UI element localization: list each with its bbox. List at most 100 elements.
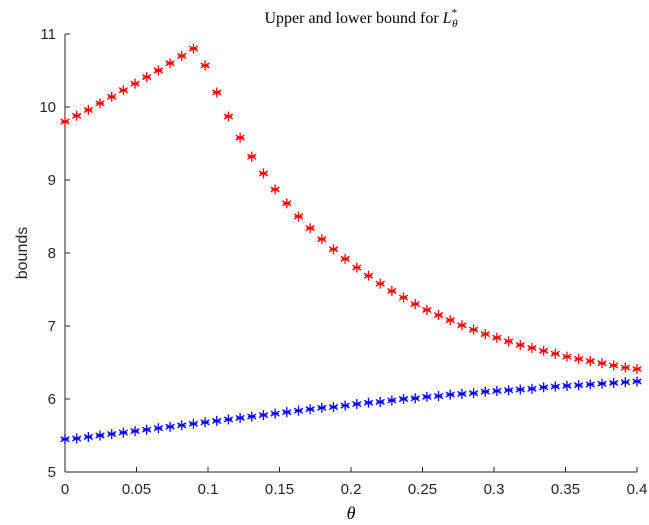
data-point bbox=[153, 423, 164, 434]
data-point bbox=[620, 362, 630, 373]
data-point bbox=[130, 426, 140, 437]
data-point bbox=[597, 378, 607, 389]
data-point bbox=[223, 414, 234, 425]
data-point bbox=[410, 393, 420, 404]
y-tick-label: 10 bbox=[39, 99, 56, 116]
data-point bbox=[72, 433, 82, 444]
data-point bbox=[142, 424, 152, 435]
data-point bbox=[457, 320, 467, 331]
data-markers bbox=[60, 43, 642, 445]
y-tick-label: 9 bbox=[48, 172, 56, 189]
data-point bbox=[527, 342, 537, 353]
data-point bbox=[258, 168, 269, 179]
data-point bbox=[398, 394, 409, 404]
data-point bbox=[270, 184, 280, 195]
data-point bbox=[375, 396, 385, 407]
data-point bbox=[83, 431, 94, 442]
data-point bbox=[387, 285, 397, 296]
data-point bbox=[538, 382, 549, 393]
data-point bbox=[433, 310, 444, 321]
y-tick-label: 7 bbox=[48, 318, 56, 335]
data-point bbox=[597, 358, 607, 369]
chart-title-text: Upper and lower bound for bbox=[265, 10, 443, 27]
y-tick-label: 8 bbox=[48, 245, 56, 262]
y-ticks: 5 6 7 8 9 10 11 bbox=[39, 26, 70, 481]
x-axis-label: θ bbox=[347, 503, 356, 523]
x-tick-label: 0.05 bbox=[122, 481, 151, 498]
data-point bbox=[585, 356, 595, 367]
data-point bbox=[153, 65, 164, 76]
data-point bbox=[632, 376, 642, 387]
data-point bbox=[293, 405, 304, 416]
data-point bbox=[363, 397, 374, 408]
series-2-markers bbox=[60, 376, 642, 445]
y-tick-label: 11 bbox=[40, 26, 56, 43]
data-point bbox=[107, 429, 117, 440]
data-point bbox=[562, 380, 572, 391]
data-point bbox=[223, 111, 234, 122]
y-axis-label: bounds bbox=[14, 227, 31, 280]
data-point bbox=[200, 60, 210, 71]
data-point bbox=[60, 116, 70, 127]
data-point bbox=[130, 78, 140, 89]
data-point bbox=[95, 98, 105, 109]
data-point bbox=[317, 402, 327, 413]
data-point bbox=[270, 408, 280, 419]
x-tick-label: 0.2 bbox=[341, 481, 362, 498]
data-point bbox=[468, 388, 479, 399]
data-point bbox=[107, 91, 117, 102]
data-point bbox=[72, 110, 82, 121]
data-point bbox=[95, 430, 105, 441]
data-point bbox=[118, 85, 129, 96]
chart-title-math-base: L bbox=[442, 10, 452, 27]
x-tick-label: 0 bbox=[61, 481, 69, 498]
data-point bbox=[562, 351, 572, 362]
data-point bbox=[422, 304, 432, 315]
x-ticks: 0 0.05 0.1 0.15 0.2 0.25 0.3 0.35 0.4 bbox=[61, 467, 648, 498]
data-point bbox=[492, 385, 502, 396]
data-point bbox=[422, 391, 432, 402]
data-point bbox=[503, 385, 514, 396]
data-point bbox=[352, 262, 362, 273]
data-point bbox=[212, 415, 222, 426]
data-point bbox=[608, 377, 619, 388]
data-point bbox=[573, 353, 584, 364]
x-tick-label: 0.25 bbox=[408, 481, 437, 498]
data-point bbox=[387, 395, 397, 406]
data-point bbox=[410, 299, 420, 310]
data-point bbox=[515, 339, 525, 350]
data-point bbox=[235, 412, 245, 423]
data-point bbox=[83, 104, 94, 115]
data-point bbox=[480, 386, 490, 397]
data-point bbox=[445, 389, 455, 400]
data-point bbox=[247, 411, 257, 422]
data-point bbox=[538, 345, 549, 356]
x-tick-label: 0.1 bbox=[198, 481, 219, 498]
data-point bbox=[608, 360, 619, 371]
data-point bbox=[305, 223, 315, 234]
data-point bbox=[60, 434, 70, 445]
x-tick-label: 0.3 bbox=[484, 481, 505, 498]
series-1-markers bbox=[60, 43, 642, 375]
data-point bbox=[293, 211, 304, 222]
y-tick-label: 5 bbox=[48, 464, 56, 481]
data-point bbox=[363, 270, 374, 281]
data-point bbox=[480, 329, 490, 340]
data-point bbox=[212, 87, 222, 98]
data-point bbox=[550, 381, 560, 392]
data-point bbox=[188, 418, 199, 429]
data-point bbox=[282, 198, 292, 209]
x-tick-label: 0.4 bbox=[627, 481, 648, 498]
data-point bbox=[503, 336, 514, 347]
data-point bbox=[527, 383, 537, 394]
data-point bbox=[305, 404, 315, 415]
data-point bbox=[352, 399, 362, 410]
data-point bbox=[492, 332, 502, 343]
data-point bbox=[142, 72, 152, 83]
data-point bbox=[433, 391, 444, 402]
data-point bbox=[340, 400, 350, 411]
data-point bbox=[457, 388, 467, 399]
data-point bbox=[340, 253, 350, 264]
chart-title-math-sub: θ bbox=[452, 18, 458, 30]
